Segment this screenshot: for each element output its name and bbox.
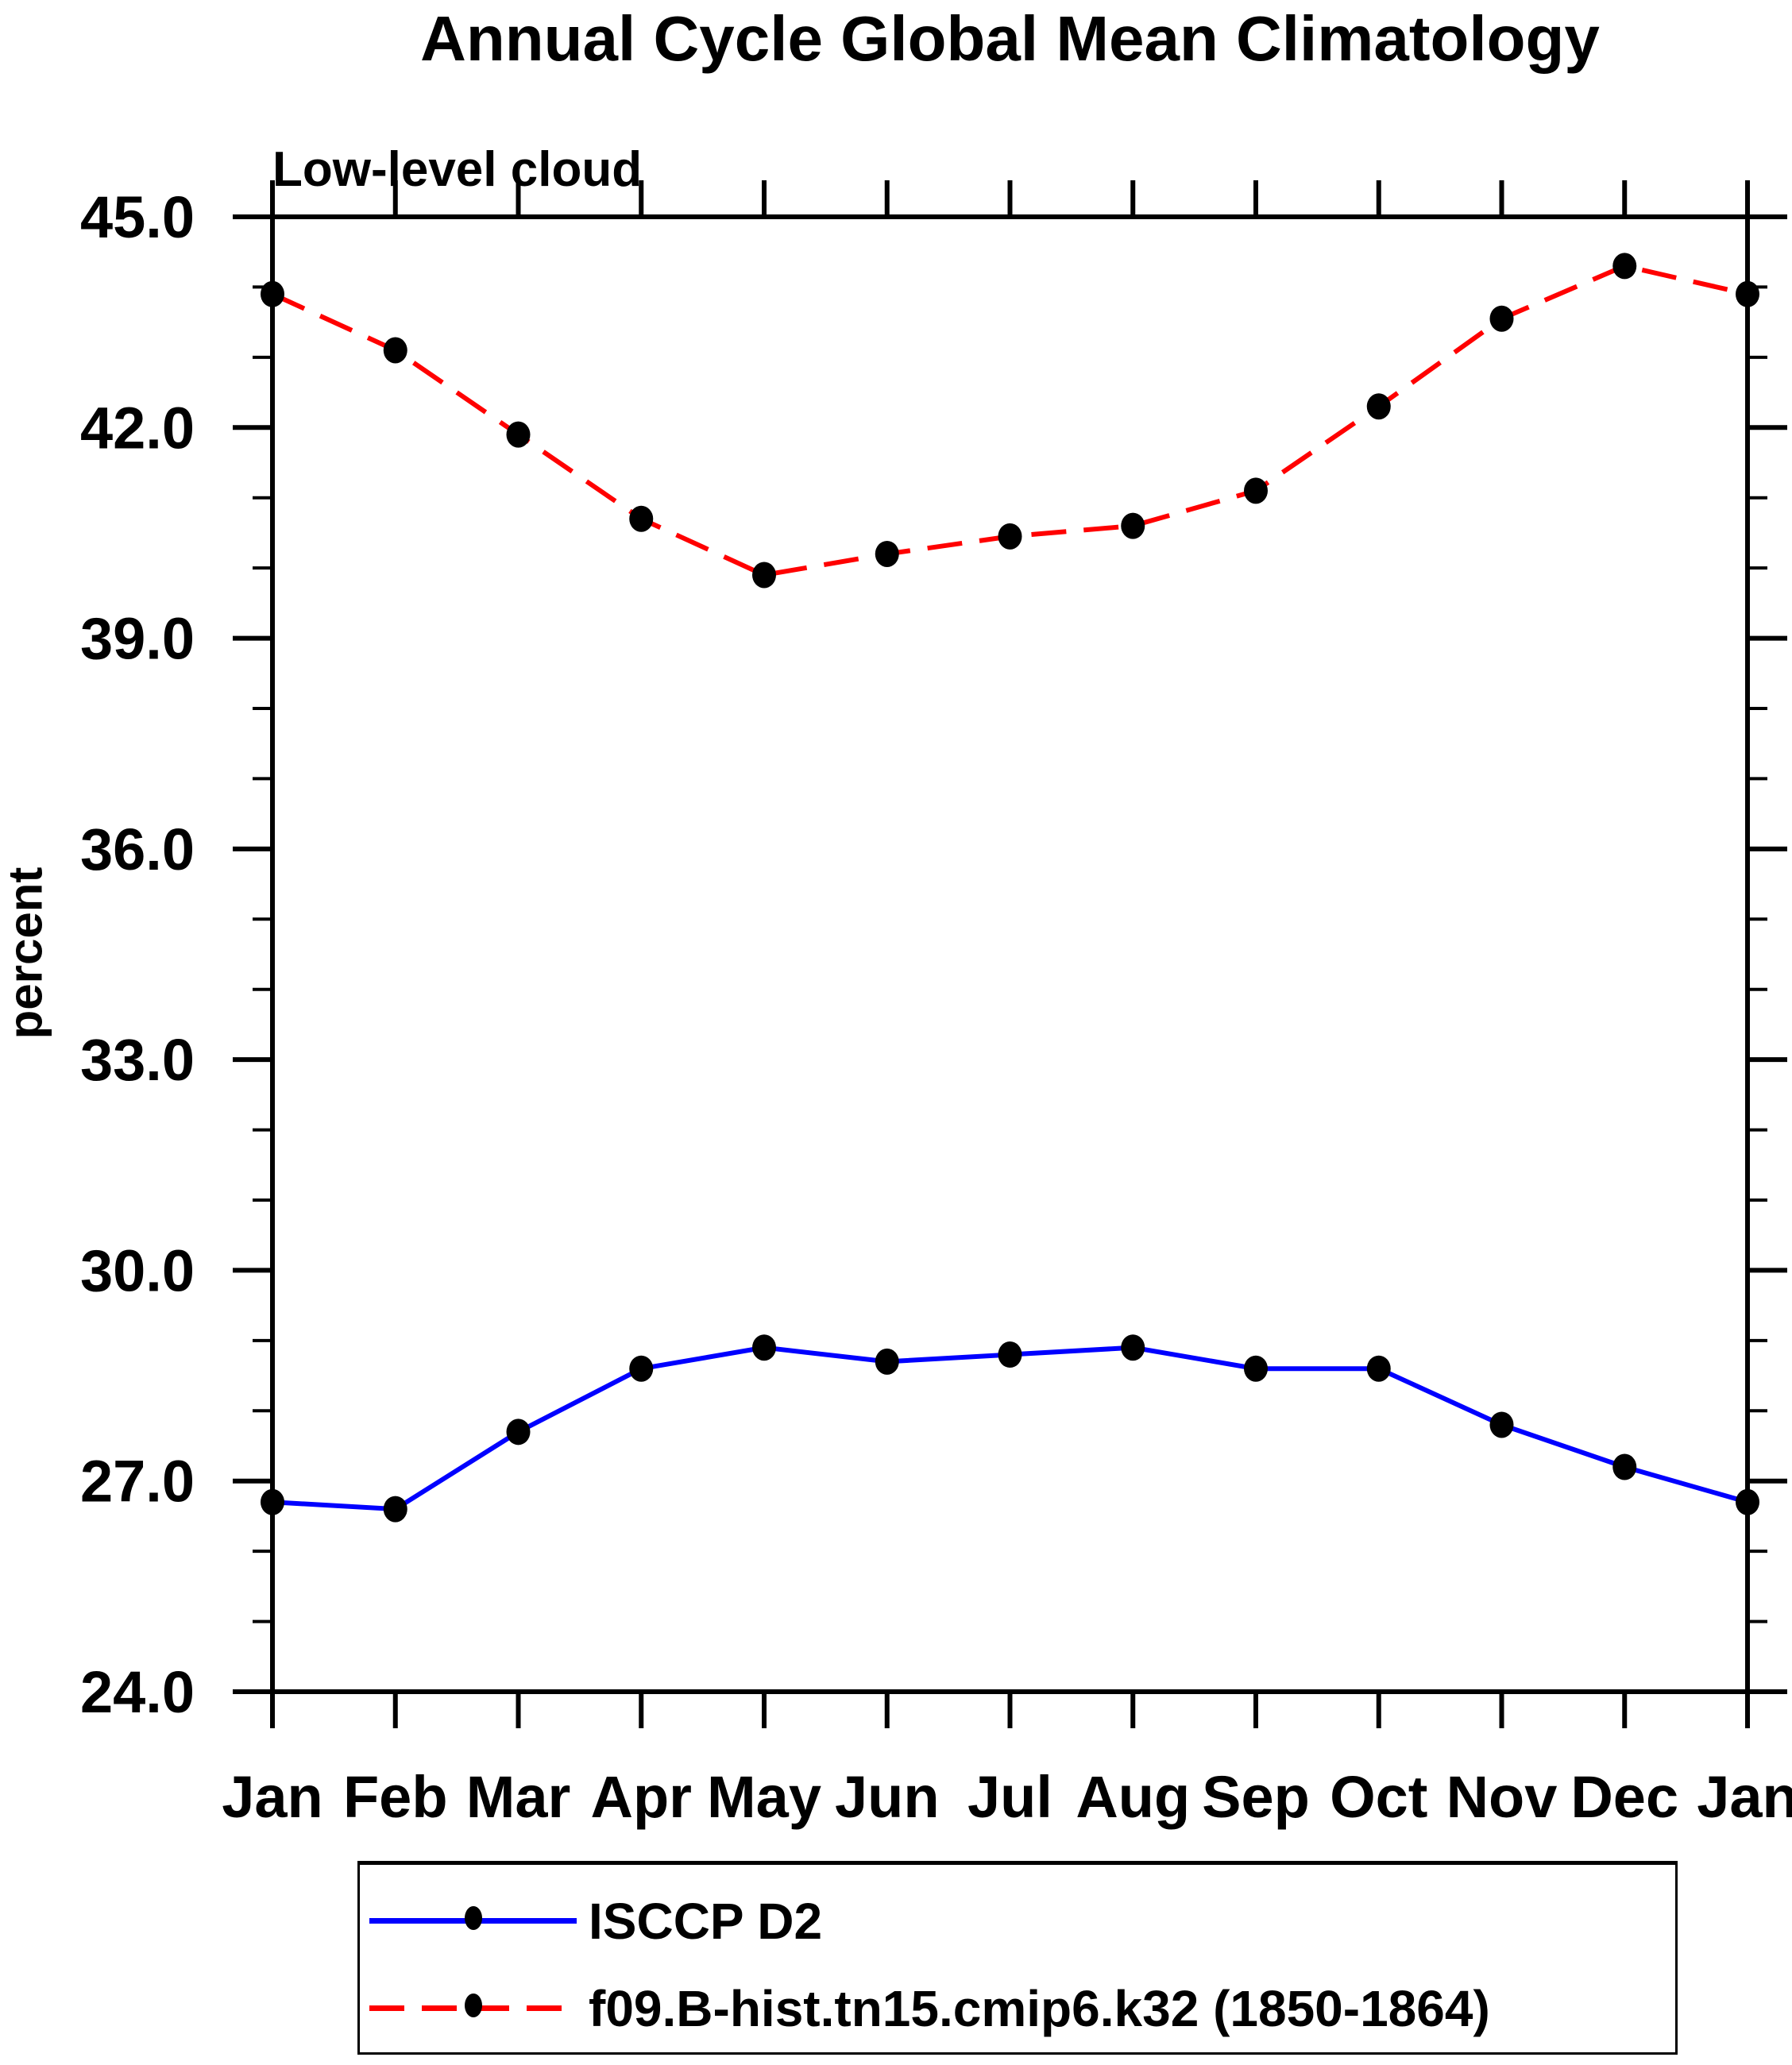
data-point-marker	[383, 1496, 407, 1523]
data-point-marker	[752, 1334, 776, 1361]
data-point-marker	[1612, 253, 1637, 280]
plot-box	[270, 214, 1750, 1694]
x-tick-label: Sep	[1202, 1764, 1310, 1830]
legend-label: f09.B-hist.tn15.cmip6.k32 (1850-1864)	[589, 1980, 1490, 2037]
data-point-marker	[629, 505, 654, 532]
data-point-marker	[629, 1355, 654, 1382]
y-tick-label: 45.0	[80, 184, 195, 250]
x-tick-label: May	[707, 1764, 821, 1830]
data-point-marker	[1121, 1334, 1145, 1361]
legend-line-sample-dashed	[369, 1994, 577, 2017]
x-tick-label: Feb	[343, 1764, 448, 1830]
data-point-marker	[383, 337, 407, 364]
data-point-marker	[875, 540, 899, 567]
data-point-marker	[998, 523, 1022, 550]
data-point-marker	[261, 1488, 284, 1515]
x-tick-label: Jul	[967, 1764, 1052, 1830]
data-point-marker	[506, 1418, 531, 1446]
data-point-marker	[1244, 1355, 1268, 1382]
x-tick-label: Nov	[1446, 1764, 1558, 1830]
legend-label: ISCCP D2	[589, 1893, 823, 1950]
x-tick-label: Aug	[1076, 1764, 1190, 1830]
data-point-marker	[998, 1341, 1022, 1368]
x-tick-label: Jun	[835, 1764, 940, 1830]
y-tick-label: 30.0	[80, 1237, 195, 1303]
y-tick-label: 36.0	[80, 816, 195, 882]
data-point-marker	[1736, 1488, 1759, 1515]
data-point-marker	[1121, 512, 1145, 539]
x-tick-label: Dec	[1570, 1764, 1678, 1830]
data-point-marker	[875, 1348, 899, 1375]
data-point-marker	[506, 421, 531, 448]
legend-line-sample-solid	[369, 1906, 577, 1930]
x-tick-label: Jan	[1697, 1764, 1792, 1830]
data-point-marker	[1366, 1355, 1391, 1382]
legend-marker-dot	[465, 1994, 482, 2017]
chart-subtitle: Low-level cloud	[272, 142, 643, 197]
data-point-marker	[1366, 393, 1391, 420]
y-tick-label: 39.0	[80, 606, 195, 672]
data-point-marker	[1612, 1453, 1637, 1480]
x-tick-label: Apr	[591, 1764, 692, 1830]
y-tick-label: 24.0	[80, 1659, 195, 1725]
chart-title: Annual Cycle Global Mean Climatology	[420, 3, 1600, 74]
x-tick-label: Mar	[466, 1764, 571, 1830]
y-tick-label: 33.0	[80, 1027, 195, 1093]
x-tick-label: Oct	[1330, 1764, 1427, 1830]
x-tick-label: Jan	[222, 1764, 323, 1830]
data-point-marker	[1489, 305, 1514, 332]
data-point-marker	[752, 562, 776, 589]
legend-box: ISCCP D2 f09.B-hist.tn15.cmip6.k32 (1850…	[357, 1861, 1678, 2055]
data-point-marker	[1736, 280, 1759, 307]
y-tick-label: 42.0	[80, 395, 195, 461]
data-point-marker	[261, 280, 284, 307]
legend-marker-dot	[465, 1906, 482, 1930]
y-tick-label: 27.0	[80, 1449, 195, 1515]
series-line-solid	[272, 1345, 1748, 1512]
data-point-marker	[1244, 477, 1268, 504]
data-point-marker	[1489, 1411, 1514, 1438]
